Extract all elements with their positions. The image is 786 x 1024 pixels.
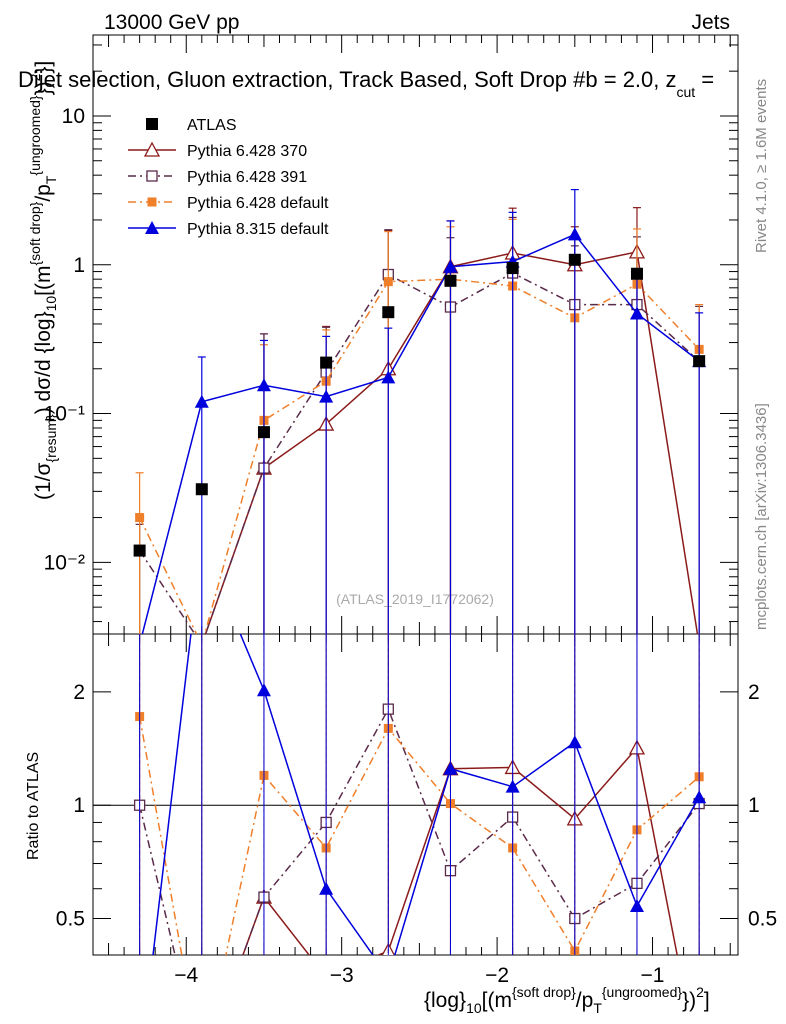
series-pythia-6-428-370 <box>204 207 699 634</box>
ratio-panel-frame <box>92 633 739 956</box>
main-y-tick-label: 10 <box>62 105 85 128</box>
data-point <box>320 356 333 369</box>
ratio-y-tick-label: 0.5 <box>56 908 85 931</box>
analysis-watermark: (ATLAS_2019_I1772062) <box>336 591 494 607</box>
data-point <box>381 370 396 384</box>
main-y-tick-label: 1 <box>73 254 85 277</box>
ratio-y-tick-label-right: 2 <box>748 681 760 704</box>
ratio-ylabel: Ratio to ATLAS <box>25 752 42 860</box>
ratio-point <box>319 881 334 895</box>
ratio-point <box>629 898 644 912</box>
ratio-y-tick-label: 1 <box>73 794 85 817</box>
main-series-layer <box>133 188 707 634</box>
legend-entry: Pythia 6.428 370 <box>128 141 307 160</box>
legend-marker <box>146 170 158 182</box>
legend-label: Pythia 6.428 default <box>187 195 329 212</box>
data-point <box>319 389 334 403</box>
mcplots-label: mcplots.cern.ch [arXiv:1306.3436] <box>753 403 770 630</box>
data-point <box>195 483 208 496</box>
ratio-point <box>443 761 458 775</box>
legend: ATLAS Pythia 6.428 370 Pythia 6.428 391 Pyt… <box>128 117 329 238</box>
plot-title: Dijet selection, Gluon extraction, Track… <box>18 67 714 100</box>
x-tick-label: −1 <box>641 964 665 987</box>
ratio-line <box>242 746 678 955</box>
legend-entry: ATLAS <box>146 117 237 134</box>
data-point <box>693 355 706 368</box>
data-point <box>133 544 146 557</box>
ratio-point <box>567 735 582 749</box>
ratio-pythia-6-428-370 <box>139 634 700 955</box>
legend-marker <box>146 118 158 130</box>
ratio-line <box>138 716 700 955</box>
data-point <box>568 253 581 266</box>
data-point <box>382 306 395 319</box>
ratio-pythia-6-428-391 <box>133 634 705 955</box>
ratio-line <box>138 707 700 955</box>
main-axis-ticks: 10⁻² 10⁻¹ 1 10 <box>44 35 738 634</box>
legend-entry: Pythia 8.315 default <box>128 221 329 238</box>
ratio-point <box>505 779 520 793</box>
legend-marker <box>143 141 161 157</box>
data-point <box>256 378 271 392</box>
ratio-line <box>152 634 700 955</box>
series-atlas <box>133 253 706 557</box>
rivet-version-label: Rivet 4.1.0, ≥ 1.6M events <box>753 79 770 253</box>
ratio-y-tick-label-right: 0.5 <box>748 908 777 931</box>
energy-label: 13000 GeV pp <box>104 11 239 34</box>
legend-marker <box>147 197 157 207</box>
main-y-tick-label: 10⁻¹ <box>44 403 85 426</box>
data-point <box>630 267 643 280</box>
series-line <box>141 233 700 634</box>
main-y-tick-label: 10⁻² <box>44 551 85 574</box>
series-line <box>139 272 700 634</box>
x-tick-label: −3 <box>330 964 354 987</box>
ratio-point <box>256 683 271 697</box>
ratio-pythia-8-315-default <box>139 634 707 955</box>
ratio-pythia-6-428-default <box>135 634 704 955</box>
data-point <box>506 262 519 275</box>
xlabel: {log}10[(m{soft drop}/pT{ungroomed}})2] <box>424 984 710 1016</box>
series-pythia-6-428-default <box>135 218 704 634</box>
data-point <box>194 394 209 408</box>
plot-title-main: Dijet selection, Gluon extraction, Track… <box>18 67 677 92</box>
legend-label: Pythia 6.428 370 <box>187 143 307 160</box>
main-ylabel: (1/σ{resum}) dσ/d {log}10[(m{soft drop}/… <box>27 61 59 500</box>
data-point <box>383 277 393 287</box>
ratio-y-tick-label: 2 <box>73 681 85 704</box>
legend-marker <box>145 221 159 234</box>
series-line <box>138 278 700 634</box>
series-pythia-6-428-391 <box>133 216 705 634</box>
x-tick-label: −4 <box>174 964 198 987</box>
data-point <box>629 306 644 320</box>
data-point <box>257 426 270 439</box>
data-point <box>567 227 582 241</box>
ratio-point <box>692 790 707 804</box>
legend-label: Pythia 6.428 391 <box>187 169 307 186</box>
process-label: Jets <box>691 11 730 34</box>
data-point <box>444 274 457 287</box>
ratio-y-tick-label-right: 1 <box>748 794 760 817</box>
x-tick-label: −2 <box>485 964 509 987</box>
legend-label: ATLAS <box>187 117 237 134</box>
data-point <box>443 259 458 273</box>
legend-entry: Pythia 6.428 default <box>128 195 329 212</box>
legend-label: Pythia 8.315 default <box>187 221 329 238</box>
data-point <box>135 513 145 523</box>
ratio-series-layer <box>133 634 707 955</box>
plot-title-sub: cut <box>677 84 696 100</box>
series-line <box>204 251 699 634</box>
legend-entry: Pythia 6.428 391 <box>128 169 307 186</box>
ratio-axis-ticks: −4 −3 −2 −1 0.5 0.5 1 1 2 2 <box>56 634 777 987</box>
series-pythia-8-315-default <box>141 188 707 634</box>
plot-title-end: = <box>695 67 714 92</box>
